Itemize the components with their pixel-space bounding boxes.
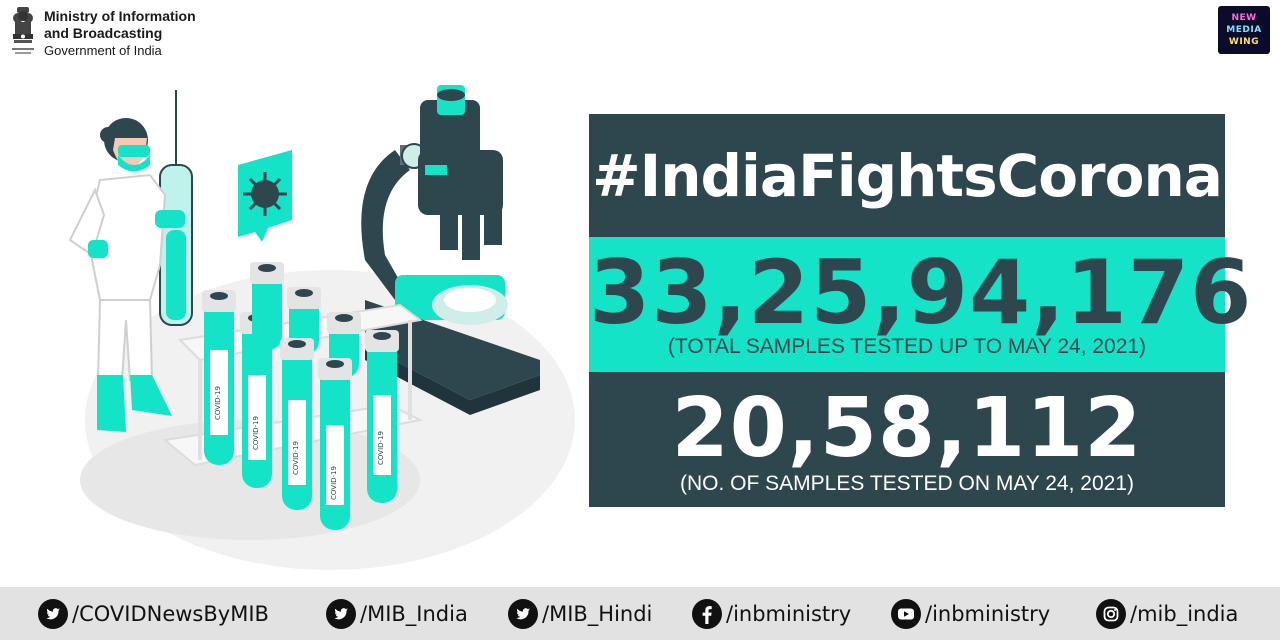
hashtag-banner: #IndiaFightsCorona — [589, 114, 1225, 237]
social-footer: /COVIDNewsByMIB /MIB_India /MIB_Hindi /i… — [0, 587, 1280, 640]
virus-sign-icon — [238, 150, 292, 242]
lab-illustration: COVID-19 COVID-19 — [68, 85, 575, 570]
ministry-name: Ministry of Information and Broadcasting… — [44, 8, 196, 59]
total-samples-caption: (TOTAL SAMPLES TESTED UP TO MAY 24, 2021… — [667, 335, 1147, 358]
social-link-twitter-covidnews[interactable]: /COVIDNewsByMIB — [38, 599, 269, 629]
covid-test-tube: COVID-19 — [318, 358, 352, 530]
youtube-icon — [891, 599, 921, 629]
covid-test-tube: COVID-19 — [202, 290, 236, 465]
svg-text:COVID-19: COVID-19 — [214, 386, 222, 420]
total-samples-value: 33,25,94,176 — [589, 241, 1253, 344]
social-link-youtube[interactable]: /inbministry — [891, 599, 1050, 629]
social-handle: /COVIDNewsByMIB — [72, 602, 269, 626]
covid-test-tube: COVID-19 — [280, 338, 314, 510]
social-handle: /inbministry — [726, 602, 852, 626]
logo-line-new: NEW — [1231, 13, 1257, 23]
svg-text:COVID-19: COVID-19 — [252, 416, 260, 450]
logo-line-media: MEDIA — [1226, 25, 1262, 35]
ministry-line-1: Ministry of Information — [44, 8, 196, 24]
social-handle: /MIB_Hindi — [542, 602, 653, 626]
twitter-icon — [38, 599, 68, 629]
covid-test-tube — [250, 262, 284, 350]
stats-panel: #IndiaFightsCorona 33,25,94,176 (TOTAL S… — [589, 114, 1253, 507]
social-link-facebook[interactable]: /inbministry — [692, 599, 851, 629]
covid-test-tube: COVID-19 — [365, 330, 399, 503]
government-label: Government of India — [44, 43, 162, 58]
social-handle: /mib_india — [1130, 602, 1239, 626]
facebook-icon — [692, 599, 722, 629]
svg-text:COVID-19: COVID-19 — [292, 441, 300, 475]
twitter-icon — [508, 599, 538, 629]
svg-text:COVID-19: COVID-19 — [330, 466, 338, 500]
daily-samples-caption: (NO. OF SAMPLES TESTED ON MAY 24, 2021) — [680, 472, 1134, 495]
daily-samples-value: 20,58,112 — [671, 381, 1143, 476]
ministry-header: Ministry of Information and Broadcasting… — [8, 4, 196, 64]
hashtag-title: #IndiaFightsCorona — [592, 141, 1223, 210]
instagram-icon — [1096, 599, 1126, 629]
social-link-twitter-mibhindi[interactable]: /MIB_Hindi — [508, 599, 652, 629]
new-media-wing-logo: NEW MEDIA WING — [1218, 6, 1270, 54]
social-link-twitter-mibindia[interactable]: /MIB_India — [326, 599, 468, 629]
logo-line-wing: WING — [1228, 37, 1260, 47]
twitter-icon — [326, 599, 356, 629]
national-emblem-icon — [12, 7, 34, 54]
total-samples-band: 33,25,94,176 (TOTAL SAMPLES TESTED UP TO… — [589, 237, 1253, 372]
ministry-line-2: and Broadcasting — [44, 25, 163, 41]
social-handle: /inbministry — [925, 602, 1051, 626]
scientist-icon — [68, 90, 193, 432]
social-handle: /MIB_India — [360, 602, 468, 626]
daily-samples-band: 20,58,112 (NO. OF SAMPLES TESTED ON MAY … — [589, 372, 1225, 507]
social-link-instagram[interactable]: /mib_india — [1096, 599, 1238, 629]
test-tube-rack-icon: COVID-19 COVID-19 — [162, 262, 424, 530]
microscope-icon — [361, 85, 540, 415]
svg-text:COVID-19: COVID-19 — [377, 431, 385, 465]
